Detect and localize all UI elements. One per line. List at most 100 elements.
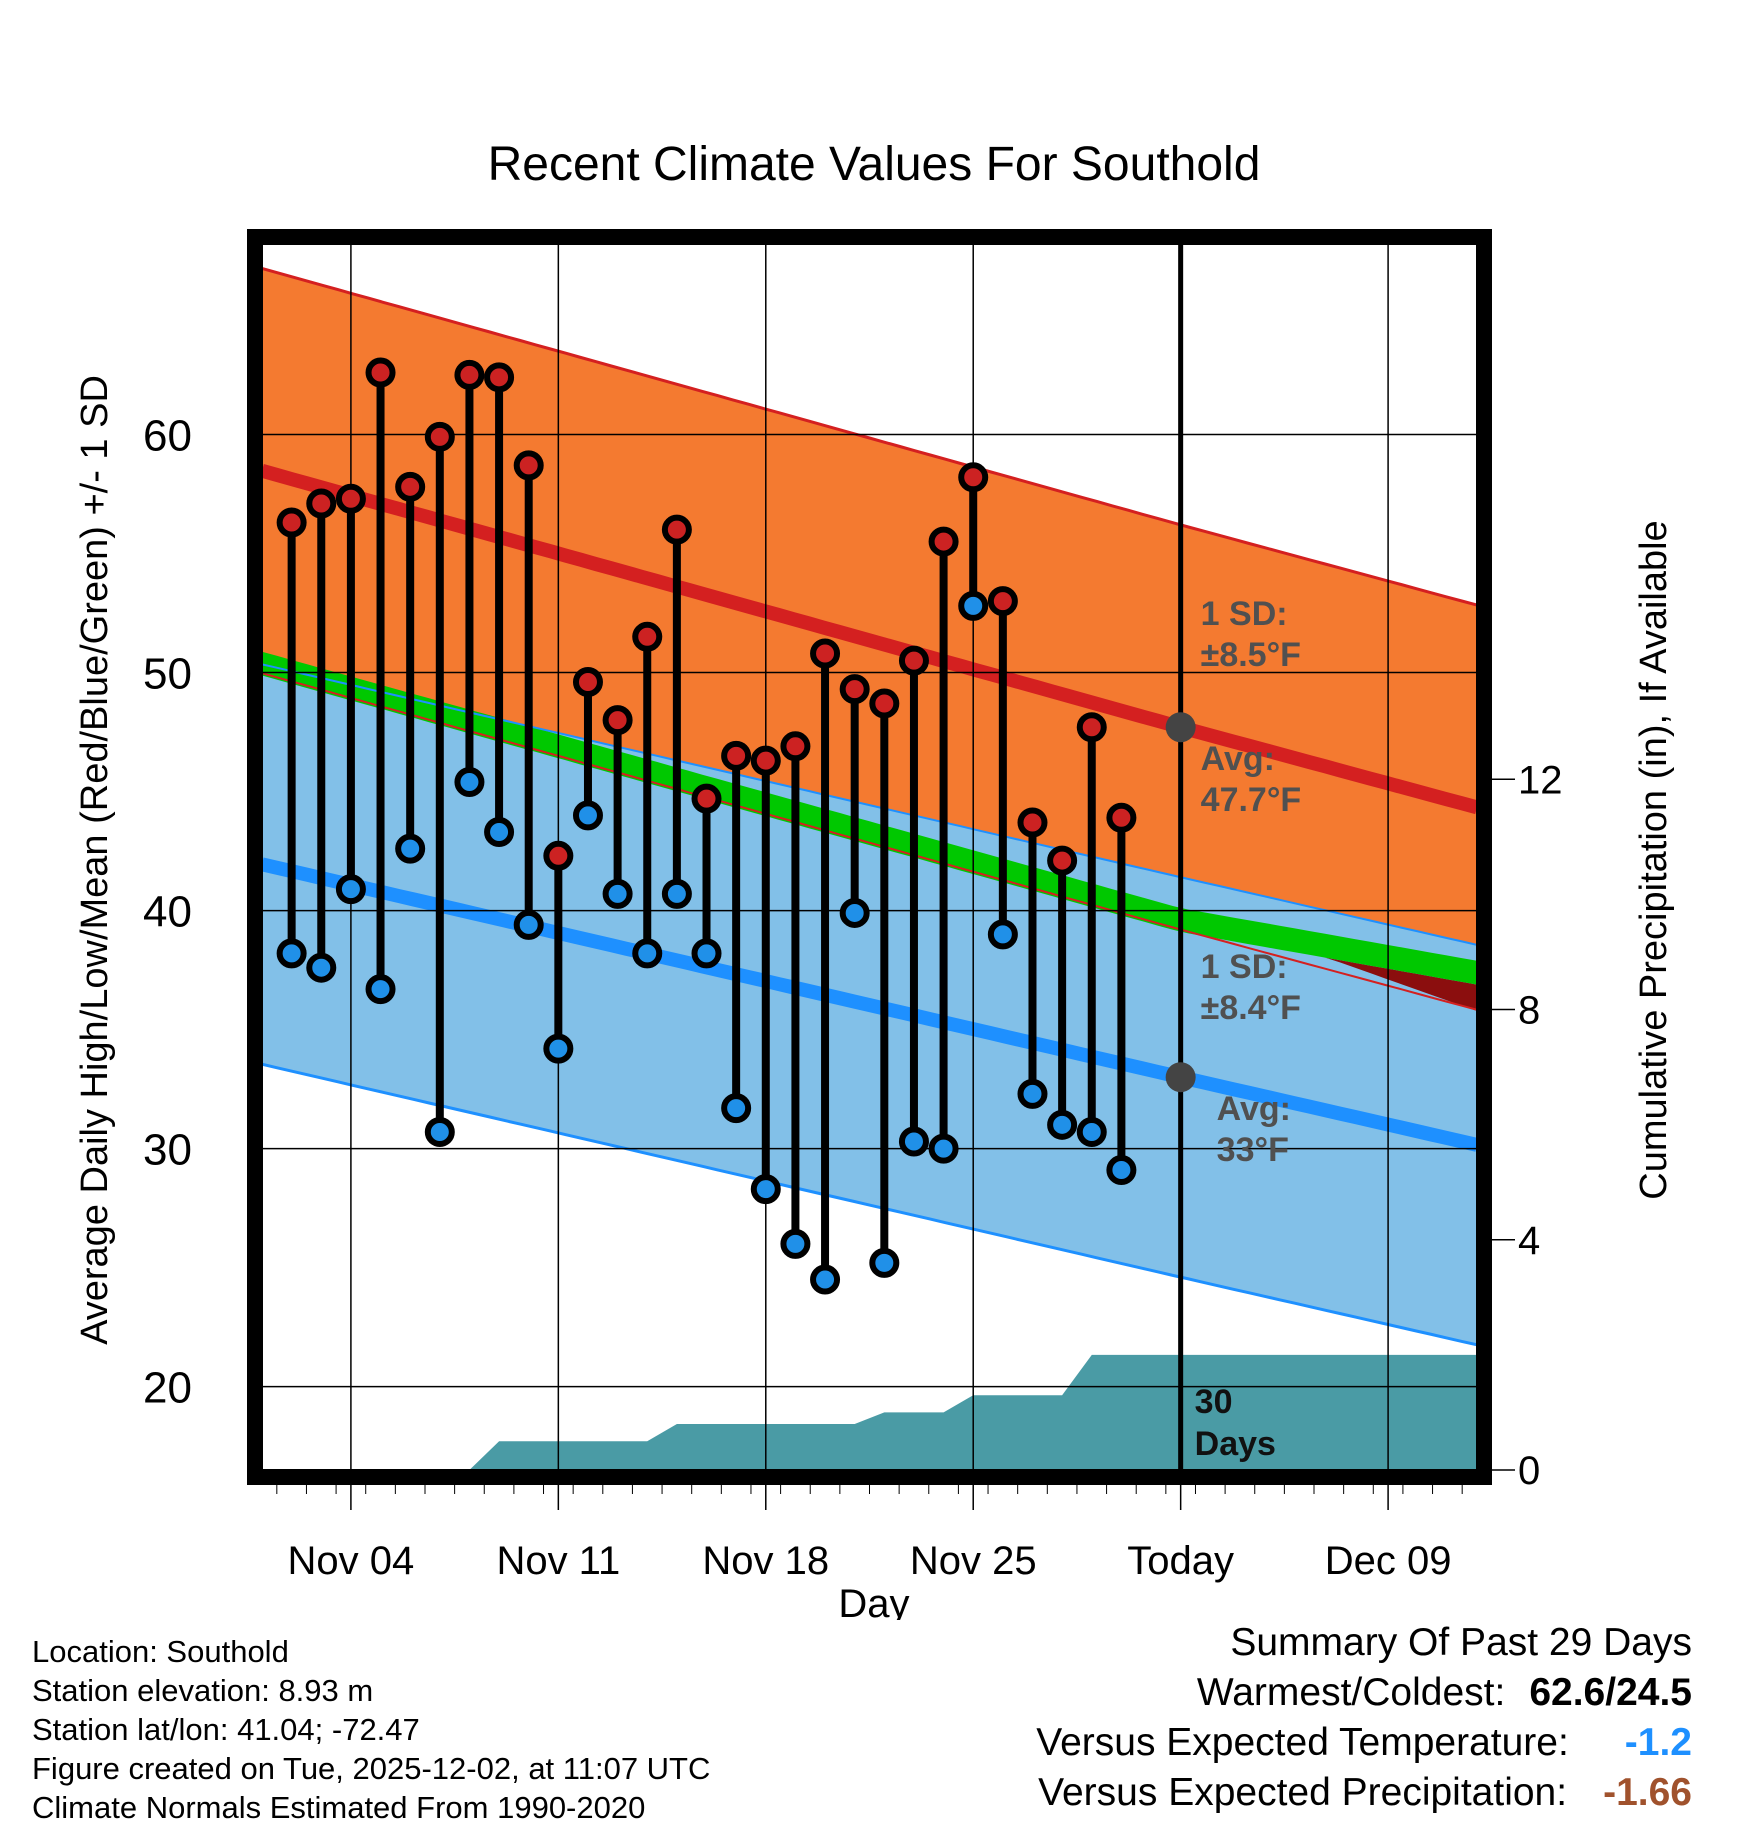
chart-title: Recent Climate Values For Southold bbox=[488, 138, 1261, 191]
low-dot bbox=[691, 938, 722, 969]
low-dot bbox=[513, 909, 544, 940]
average-mean-band bbox=[262, 651, 1477, 985]
y-tick-label-60: 60 bbox=[143, 411, 192, 460]
y2-tick-label-8: 8 bbox=[1518, 989, 1540, 1033]
y2-tick-label-4: 4 bbox=[1518, 1219, 1540, 1263]
elevation-text: Station elevation: 8.93 m bbox=[32, 1673, 374, 1708]
low-dot bbox=[780, 1228, 811, 1259]
high-dot bbox=[632, 621, 663, 652]
low-dot bbox=[335, 874, 366, 905]
y-tick-label-50: 50 bbox=[143, 650, 192, 699]
station-info: Location: Southold Station elevation: 8.… bbox=[32, 1632, 710, 1827]
y-axis-label: Average Daily High/Low/Mean (Red/Blue/Gr… bbox=[74, 375, 116, 1345]
x-tick-label-1: Nov 11 bbox=[496, 1539, 620, 1583]
precip-value: -1.66 bbox=[1603, 1771, 1692, 1814]
low-dot bbox=[1106, 1155, 1137, 1186]
created-text: Figure created on Tue, 2025-12-02, at 11… bbox=[32, 1751, 711, 1786]
high-dot bbox=[484, 362, 515, 393]
high-dot bbox=[750, 745, 781, 776]
temp-label: Versus Expected Temperature: bbox=[1036, 1721, 1569, 1764]
summary-warm-row: Warmest/Coldest: 62.6/24.5 bbox=[1036, 1668, 1692, 1718]
high-dot bbox=[780, 731, 811, 762]
low-dot bbox=[1076, 1116, 1107, 1147]
y2-tick-label-0: 0 bbox=[1518, 1449, 1540, 1493]
high-sd-upper-line bbox=[262, 266, 1477, 607]
high-dot bbox=[572, 667, 603, 698]
low-avg-today-marker bbox=[1165, 1062, 1196, 1093]
high-dot bbox=[543, 840, 574, 871]
precip-area bbox=[262, 1354, 1477, 1470]
high-dot bbox=[721, 740, 752, 771]
low-dot bbox=[987, 919, 1018, 950]
low-dot bbox=[424, 1116, 455, 1147]
high-dot bbox=[1106, 802, 1137, 833]
high-dot bbox=[395, 471, 426, 502]
summary-title: Summary Of Past 29 Days bbox=[1230, 1621, 1692, 1664]
plot-frame bbox=[247, 229, 1492, 1485]
x-tick-label-5: Dec 09 bbox=[1325, 1539, 1452, 1583]
climate-chart: Recent Climate Values For Southold 1 SD:… bbox=[74, 138, 1675, 1620]
low-sd-label: 1 SD: bbox=[1201, 948, 1288, 986]
high-dot bbox=[839, 674, 870, 705]
high-avg-value: 47.7°F bbox=[1201, 781, 1302, 819]
normals-text: Climate Normals Estimated From 1990-2020 bbox=[32, 1790, 646, 1825]
low-dot bbox=[1017, 1078, 1048, 1109]
summary-panel: Summary Of Past 29 Days Warmest/Coldest:… bbox=[1036, 1618, 1692, 1818]
days-label: Days bbox=[1195, 1425, 1276, 1463]
low-dot bbox=[750, 1174, 781, 1205]
low-avg-label: Avg: bbox=[1217, 1090, 1291, 1128]
low-dot bbox=[810, 1264, 841, 1295]
high-dot bbox=[276, 507, 307, 538]
temp-value: -1.2 bbox=[1624, 1721, 1692, 1764]
high-dot bbox=[365, 357, 396, 388]
high-dot bbox=[513, 450, 544, 481]
low-dot bbox=[661, 878, 692, 909]
high-dot bbox=[454, 359, 485, 390]
low-dot bbox=[602, 878, 633, 909]
x-axis-label: Day bbox=[838, 1582, 909, 1620]
low-dot bbox=[543, 1033, 574, 1064]
low-sd-value: ±8.4°F bbox=[1201, 989, 1301, 1027]
x-tick-label-2: Nov 18 bbox=[702, 1539, 829, 1583]
low-dot bbox=[395, 833, 426, 864]
y2-tick-label-12: 12 bbox=[1518, 758, 1563, 802]
high-dot bbox=[335, 483, 366, 514]
summary-temp-row: Versus Expected Temperature: -1.2 bbox=[1036, 1718, 1692, 1768]
high-dot bbox=[987, 586, 1018, 617]
high-mean-line bbox=[262, 464, 1477, 815]
high-dot bbox=[424, 421, 455, 452]
high-dot bbox=[1076, 712, 1107, 743]
low-dot bbox=[1047, 1109, 1078, 1140]
low-dot bbox=[898, 1126, 929, 1157]
high-dot bbox=[898, 645, 929, 676]
high-dot bbox=[928, 526, 959, 557]
x-tick-label-3: Nov 25 bbox=[910, 1539, 1037, 1583]
low-dot bbox=[958, 590, 989, 621]
high-avg-label: Avg: bbox=[1201, 740, 1275, 778]
y-tick-label-30: 30 bbox=[143, 1126, 192, 1175]
low-dot bbox=[572, 800, 603, 831]
high-avg-today-marker bbox=[1165, 712, 1196, 743]
low-dot bbox=[365, 974, 396, 1005]
y-tick-label-20: 20 bbox=[143, 1364, 192, 1413]
low-dot bbox=[721, 1093, 752, 1124]
summary-precip-row: Versus Expected Precipitation: -1.66 bbox=[1036, 1768, 1692, 1818]
high-sd-label: 1 SD: bbox=[1201, 595, 1288, 633]
low-sd-lower-line bbox=[262, 1062, 1477, 1347]
low-avg-value: 33°F bbox=[1217, 1131, 1289, 1169]
low-dot bbox=[484, 817, 515, 848]
high-sd-lower-line bbox=[262, 672, 1477, 1011]
high-dot bbox=[958, 462, 989, 493]
low-dot bbox=[306, 952, 337, 983]
latlon-text: Station lat/lon: 41.04; -72.47 bbox=[32, 1712, 420, 1747]
low-dot bbox=[839, 897, 870, 928]
low-dot bbox=[869, 1247, 900, 1278]
y-tick-label-40: 40 bbox=[143, 888, 192, 937]
x-tick-label-0: Nov 04 bbox=[288, 1539, 415, 1583]
warm-label: Warmest/Coldest: bbox=[1196, 1671, 1506, 1714]
days-value: 30 bbox=[1195, 1383, 1233, 1421]
high-dot bbox=[1017, 807, 1048, 838]
high-dot bbox=[602, 705, 633, 736]
y2-axis-label: Cumulative Precipitation (in), If Availa… bbox=[1633, 520, 1675, 1199]
